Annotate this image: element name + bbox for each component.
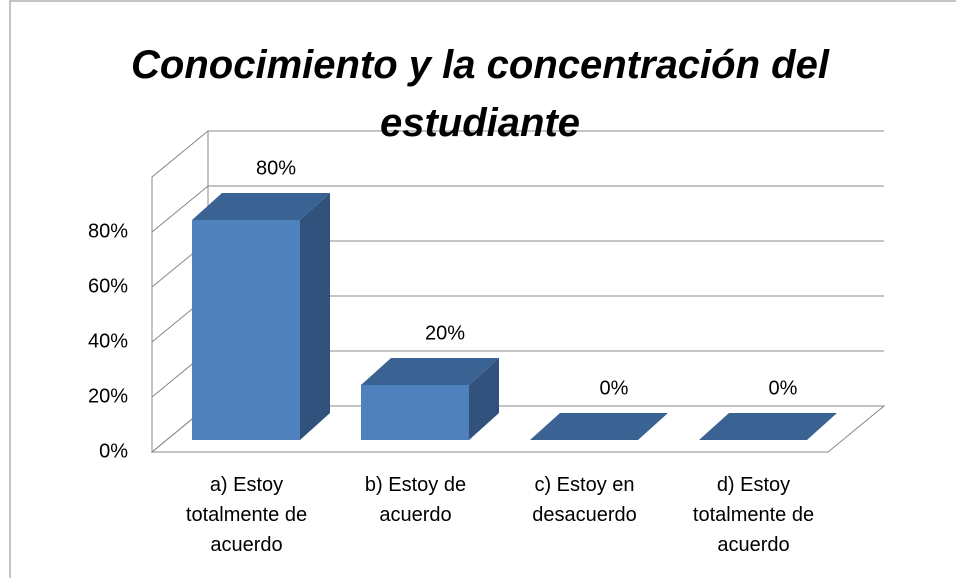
bar-front: [361, 385, 469, 440]
bar: [699, 413, 837, 440]
bar-front: [192, 220, 300, 440]
x-tick-label: b) Estoy de acuerdo: [364, 474, 467, 526]
y-tick-label: 20%: [88, 385, 128, 407]
grid-line: [151, 185, 884, 233]
bar-side: [469, 358, 499, 440]
chart-frame: [9, 0, 956, 578]
bar-top: [361, 358, 499, 385]
x-tick-label: c) Estoy en desacuerdo: [532, 474, 637, 526]
chart-title: Conocimiento y la concentración del estu…: [131, 43, 829, 145]
bar-top: [530, 413, 668, 440]
y-tick-label: 40%: [88, 330, 128, 352]
bar: [361, 358, 499, 440]
value-label: 80%: [256, 157, 296, 179]
y-tick-label: 0%: [99, 440, 128, 462]
bar: [192, 193, 330, 440]
y-tick-label: 60%: [88, 275, 128, 297]
wall-frame: [151, 130, 884, 452]
value-label: 0%: [600, 377, 629, 399]
bar-top: [192, 193, 330, 220]
bar-top: [699, 413, 837, 440]
x-tick-label: a) Estoy totalmente de acuerdo: [185, 474, 308, 556]
value-label: 20%: [425, 322, 465, 344]
bar-side: [300, 193, 330, 440]
x-tick-label: d) Estoy totalmente de acuerdo: [692, 474, 815, 556]
bar: [530, 413, 668, 440]
y-tick-label: 80%: [88, 220, 128, 242]
value-label: 0%: [769, 377, 798, 399]
